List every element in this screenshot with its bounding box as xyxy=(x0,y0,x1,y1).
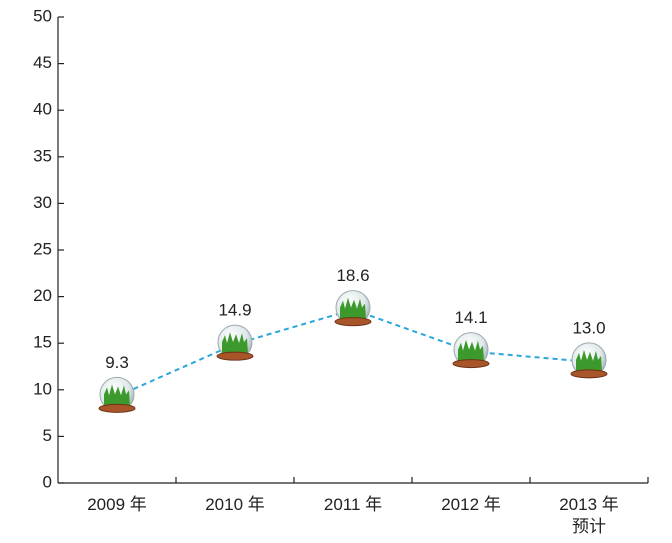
y-tick-label: 20 xyxy=(33,286,52,305)
base xyxy=(334,317,372,327)
marker: 14.1 xyxy=(452,308,490,369)
data-label: 9.3 xyxy=(105,353,129,372)
grass xyxy=(340,297,366,320)
data-label: 18.6 xyxy=(336,266,369,285)
y-tick-label: 25 xyxy=(33,239,52,258)
y-tick-label: 35 xyxy=(33,146,52,165)
marker: 13.0 xyxy=(570,318,608,379)
x-tick-label: 2011 年 xyxy=(323,495,383,514)
x-tick-label: 2013 年 预计 xyxy=(559,495,619,536)
data-label: 14.1 xyxy=(454,308,487,327)
line xyxy=(116,308,590,398)
y-tick-label: 30 xyxy=(33,193,52,212)
data-label: 13.0 xyxy=(572,318,605,337)
y-tick-label: 40 xyxy=(33,100,52,119)
marker: 14.9 xyxy=(216,301,254,361)
y-tick-label: 10 xyxy=(33,379,52,398)
marker: 18.6 xyxy=(334,266,372,327)
y-tick-label: 0 xyxy=(43,472,52,491)
x-tick-label: 2012 年 xyxy=(441,495,501,514)
base xyxy=(98,403,136,413)
data-label: 14.9 xyxy=(218,301,251,320)
grass xyxy=(576,349,602,372)
base xyxy=(452,359,490,369)
grass xyxy=(458,339,484,362)
base xyxy=(570,369,608,379)
y-tick-label: 5 xyxy=(43,426,52,445)
grass xyxy=(222,332,248,355)
x-tick-label: 2009 年 xyxy=(87,495,147,514)
base xyxy=(216,351,254,361)
y-tick-label: 15 xyxy=(33,333,52,352)
y-tick-label: 45 xyxy=(33,53,52,72)
grass xyxy=(104,384,130,407)
x-tick-label: 2010 年 xyxy=(205,495,265,514)
y-tick-label: 50 xyxy=(33,6,52,25)
marker: 9.3 xyxy=(98,353,136,413)
